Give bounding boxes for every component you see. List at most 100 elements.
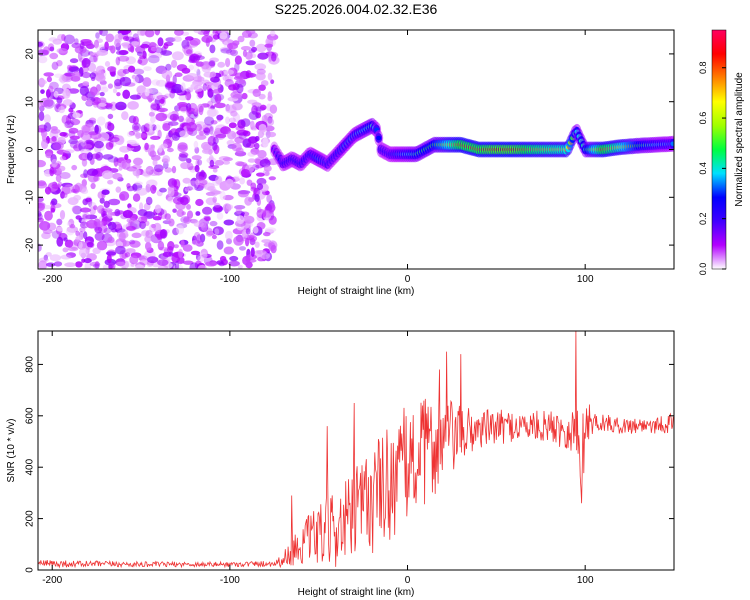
noise-blob (96, 38, 103, 43)
noise-blob (114, 228, 126, 233)
noise-blob (245, 237, 250, 247)
noise-blob (209, 188, 219, 197)
noise-blob (63, 184, 74, 194)
noise-blob (165, 63, 172, 71)
noise-blob (126, 225, 136, 231)
noise-blob (186, 122, 197, 132)
noise-blob (228, 117, 236, 123)
noise-blob (226, 238, 232, 245)
noise-blob (38, 243, 42, 252)
noise-blob (82, 81, 90, 86)
noise-blob (43, 122, 52, 132)
noise-blob (181, 211, 186, 216)
noise-blob (71, 164, 78, 171)
noise-blob (80, 131, 93, 141)
ridge-core (670, 141, 674, 147)
noise-blob (191, 239, 202, 246)
noise-blob (167, 147, 174, 153)
noise-blob (237, 190, 249, 198)
noise-blob (51, 183, 62, 189)
noise-blob (220, 48, 232, 54)
noise-blob (129, 94, 141, 100)
noise-blob (228, 260, 240, 267)
noise-blob (264, 171, 270, 177)
noise-blob (201, 148, 214, 155)
noise-blob (77, 130, 84, 138)
noise-blob (157, 129, 162, 139)
noise-blob (245, 228, 251, 235)
noise-blob (202, 79, 210, 85)
noise-blob (42, 223, 48, 231)
noise-blob (225, 103, 231, 112)
noise-blob (148, 111, 155, 117)
noise-blob (42, 229, 53, 234)
noise-blob (157, 37, 164, 47)
noise-blob (200, 252, 208, 259)
noise-blob (212, 136, 219, 145)
noise-blob (208, 165, 220, 169)
noise-blob (108, 198, 121, 206)
noise-blob (86, 168, 99, 176)
noise-blob (268, 215, 277, 225)
noise-blob (144, 142, 149, 151)
snr-marks (38, 331, 674, 569)
noise-blob (107, 179, 114, 185)
noise-blob (176, 209, 185, 218)
noise-blob (43, 114, 51, 124)
noise-blob (137, 59, 143, 64)
noise-blob (180, 106, 188, 113)
noise-blob (208, 60, 216, 67)
noise-blob (140, 43, 150, 49)
noise-blob (86, 219, 98, 229)
noise-blob (241, 237, 248, 242)
noise-blob (134, 181, 143, 186)
noise-blob (119, 232, 126, 242)
noise-blob (95, 32, 100, 39)
noise-blob (222, 160, 230, 165)
noise-blob (167, 246, 174, 253)
noise-blob (193, 30, 202, 34)
noise-blob (259, 104, 267, 111)
noise-blob (209, 44, 216, 54)
noise-blob (72, 184, 80, 194)
noise-blob (139, 202, 144, 212)
noise-blob (80, 138, 87, 147)
noise-blob (268, 240, 278, 250)
noise-blob (70, 241, 79, 251)
noise-blob (257, 150, 267, 159)
noise-blob (106, 254, 112, 264)
noise-blob (150, 102, 158, 109)
noise-blob (133, 125, 140, 131)
noise-blob (108, 136, 120, 143)
noise-blob (38, 79, 47, 85)
noise-blob (237, 35, 245, 43)
noise-blob (66, 252, 76, 258)
noise-blob (108, 264, 113, 269)
noise-blob (223, 219, 235, 226)
noise-blob (107, 83, 113, 89)
noise-blob (202, 83, 208, 91)
noise-blob (212, 34, 220, 40)
noise-blob (168, 218, 175, 227)
noise-blob (94, 124, 102, 134)
noise-blob (156, 53, 163, 59)
noise-blob (164, 213, 171, 221)
noise-blob (212, 226, 224, 236)
noise-blob (114, 38, 121, 48)
noise-blob (157, 241, 165, 251)
noise-blob (58, 181, 62, 187)
noise-blob (118, 33, 123, 40)
colorbar-gradient (711, 29, 727, 270)
noise-blob (94, 232, 105, 241)
noise-blob (202, 143, 211, 153)
noise-blob (153, 164, 164, 173)
noise-blob (107, 66, 117, 72)
snr-frame (37, 330, 675, 571)
noise-blob (70, 118, 81, 126)
noise-blob (86, 241, 94, 248)
noise-blob (194, 164, 200, 173)
noise-blob (136, 85, 147, 95)
noise-blob (189, 262, 200, 269)
noise-blob (45, 152, 53, 159)
noise-blob (241, 92, 248, 100)
